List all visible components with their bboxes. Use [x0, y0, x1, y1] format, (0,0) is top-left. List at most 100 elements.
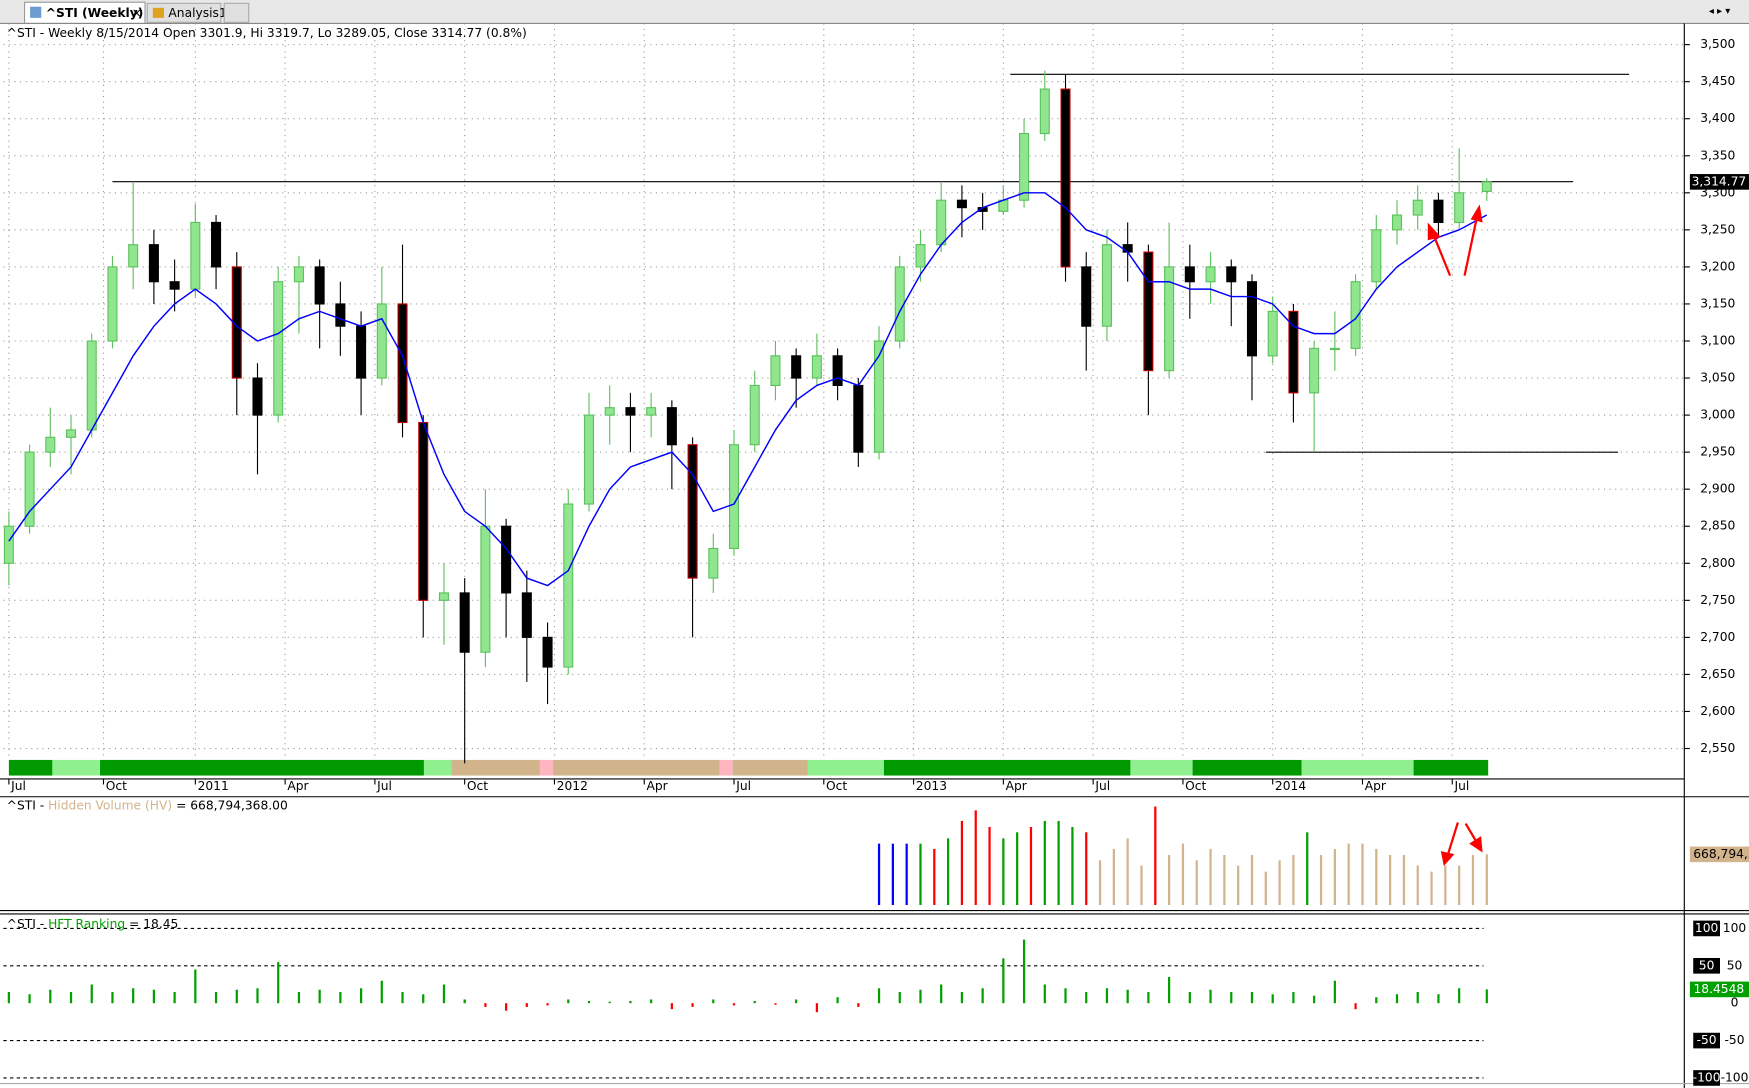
- candle-body: [211, 221, 222, 268]
- hft-bar: [857, 1003, 860, 1007]
- hft-bar: [650, 999, 653, 1004]
- y-tick-label: 2,800: [1700, 556, 1735, 570]
- signal-band: [539, 759, 554, 776]
- signal-band: [451, 759, 540, 776]
- signal-band: [883, 759, 1131, 776]
- tab-label: ^STI (Weekly): [46, 6, 144, 20]
- signal-band: [553, 759, 720, 776]
- volume-bar: [1458, 865, 1461, 905]
- candle-body: [1039, 88, 1050, 135]
- volume-bar: [1292, 855, 1295, 905]
- volume-bar: [1416, 865, 1419, 905]
- hft-bar: [877, 988, 881, 1004]
- candle-body: [24, 451, 35, 527]
- candle-body: [791, 355, 802, 379]
- tab[interactable]: [146, 2, 222, 23]
- candle-body: [3, 525, 14, 564]
- moving-average: [8, 192, 1488, 587]
- signal-band: [732, 759, 808, 776]
- scroll-buttons[interactable]: ◂ ▸ ▾: [1709, 6, 1730, 17]
- signal-band: [1192, 759, 1302, 776]
- volume-bar: [1361, 843, 1364, 905]
- candle-body: [583, 414, 595, 505]
- new-tab[interactable]: [223, 2, 250, 23]
- hft-bar: [484, 1003, 487, 1007]
- hft-bar: [981, 988, 984, 1004]
- candle-body: [708, 547, 719, 579]
- header-name: Hidden Volume (HV): [48, 798, 172, 812]
- tab-label: Analysis1: [168, 6, 226, 20]
- header-name: HFT Ranking: [48, 916, 125, 930]
- hft-bar: [608, 1001, 611, 1004]
- x-tick-label: Apr: [646, 779, 668, 793]
- candle-body: [687, 444, 698, 579]
- y-tick-label: 3,100: [1700, 333, 1735, 347]
- volume-bar: [1002, 838, 1005, 905]
- candle-body: [666, 407, 677, 446]
- x-tick-label: Jul: [735, 779, 751, 793]
- x-tick-label: Oct: [1185, 779, 1206, 793]
- y-tick-label: 3,450: [1700, 74, 1735, 88]
- volume-bar: [1098, 860, 1102, 905]
- hft-bar: [712, 999, 715, 1004]
- signal-band: [1301, 759, 1414, 776]
- hft-bar: [753, 1000, 756, 1004]
- arrow-head: [1470, 204, 1483, 223]
- hft-bar: [214, 991, 218, 1004]
- volume-bar: [1264, 871, 1267, 905]
- volume-bar: [1471, 855, 1475, 905]
- volume-bar: [891, 843, 894, 905]
- volume-bar: [1029, 826, 1033, 905]
- tick-box-label: 100: [1695, 921, 1718, 935]
- tab-close[interactable]: ×: [132, 6, 142, 20]
- candle-body: [438, 592, 449, 601]
- volume-bar: [1209, 848, 1212, 905]
- candle-body: [501, 525, 512, 594]
- candle-body: [894, 266, 905, 342]
- header-value: = 18.45: [125, 916, 178, 930]
- hft-bar: [442, 984, 446, 1004]
- hft-bar: [463, 999, 466, 1004]
- candle-body: [128, 244, 139, 268]
- volume-bar: [1388, 855, 1392, 905]
- candle-body: [169, 281, 180, 290]
- candle-body: [936, 199, 947, 246]
- signal-band: [1130, 759, 1193, 776]
- tab-bar: [0, 0, 1749, 24]
- volume-bar: [1085, 832, 1088, 905]
- y-tick-label: 3,350: [1700, 148, 1735, 162]
- hft-bar: [1022, 939, 1026, 1004]
- hft-bar: [795, 999, 798, 1004]
- last-price-label: 3,314.77: [1692, 174, 1747, 188]
- candle-body: [86, 340, 97, 431]
- tab-icon: [30, 6, 42, 18]
- volume-bar: [919, 843, 922, 905]
- hft-bar: [359, 988, 363, 1004]
- hft-bar: [525, 1003, 528, 1007]
- hft-bar: [1126, 989, 1129, 1004]
- x-tick-label: 2011: [198, 779, 229, 793]
- candle-body: [832, 355, 843, 387]
- volume-bar: [1057, 820, 1060, 905]
- hft-bar: [173, 991, 176, 1004]
- candle-body: [604, 407, 615, 416]
- hft-bar: [567, 999, 570, 1004]
- hft-bar: [1333, 980, 1336, 1004]
- candle-body: [853, 384, 864, 453]
- candle-body: [915, 244, 926, 268]
- signal-band: [8, 759, 53, 776]
- volume-bar: [1347, 843, 1350, 905]
- y-tick-label: 2,600: [1700, 704, 1735, 718]
- signal-band: [423, 759, 452, 776]
- candle-body: [542, 636, 553, 668]
- volume-bar: [1112, 848, 1115, 905]
- candle-body: [1454, 192, 1465, 224]
- hft-bar: [318, 989, 321, 1004]
- candle-body: [728, 444, 740, 550]
- candle-body: [273, 281, 284, 416]
- volume-header: ^STI - Hidden Volume (HV) = 668,794,368.…: [7, 798, 288, 812]
- hft-bar: [422, 994, 425, 1004]
- arrow: [1446, 822, 1459, 856]
- candle-body: [45, 436, 56, 453]
- hft-bar: [629, 1000, 632, 1004]
